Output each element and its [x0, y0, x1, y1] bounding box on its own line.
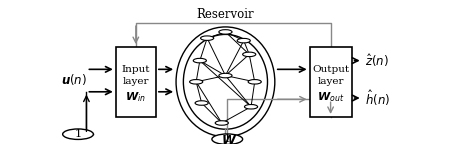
Text: $\hat{h}(n)$: $\hat{h}(n)$ [365, 88, 390, 108]
Text: Reservoir: Reservoir [197, 8, 254, 21]
Circle shape [190, 80, 203, 84]
Text: $\boldsymbol{W}$: $\boldsymbol{W}$ [221, 134, 237, 147]
Circle shape [212, 134, 243, 145]
Ellipse shape [183, 34, 268, 129]
Circle shape [63, 129, 93, 139]
Text: 1: 1 [75, 129, 82, 139]
Text: Output: Output [312, 65, 349, 74]
FancyBboxPatch shape [310, 47, 352, 117]
Circle shape [243, 52, 256, 57]
Circle shape [215, 121, 228, 125]
Text: layer: layer [317, 77, 344, 86]
Circle shape [195, 101, 208, 105]
Text: layer: layer [123, 77, 149, 86]
Circle shape [248, 80, 261, 84]
Circle shape [237, 38, 250, 43]
Text: $\boldsymbol{W}_{out}$: $\boldsymbol{W}_{out}$ [317, 90, 344, 104]
Circle shape [201, 36, 214, 40]
Text: $\boldsymbol{u}(n)$: $\boldsymbol{u}(n)$ [60, 72, 87, 87]
Text: Input: Input [122, 65, 150, 74]
Circle shape [244, 104, 258, 109]
Circle shape [219, 30, 232, 34]
Text: $\boldsymbol{W}_{in}$: $\boldsymbol{W}_{in}$ [126, 90, 146, 104]
Text: $\hat{z}(n)$: $\hat{z}(n)$ [365, 52, 389, 69]
Text: 1: 1 [224, 134, 231, 144]
FancyBboxPatch shape [116, 47, 156, 117]
Circle shape [193, 58, 206, 63]
Circle shape [219, 73, 232, 78]
Ellipse shape [176, 27, 275, 137]
